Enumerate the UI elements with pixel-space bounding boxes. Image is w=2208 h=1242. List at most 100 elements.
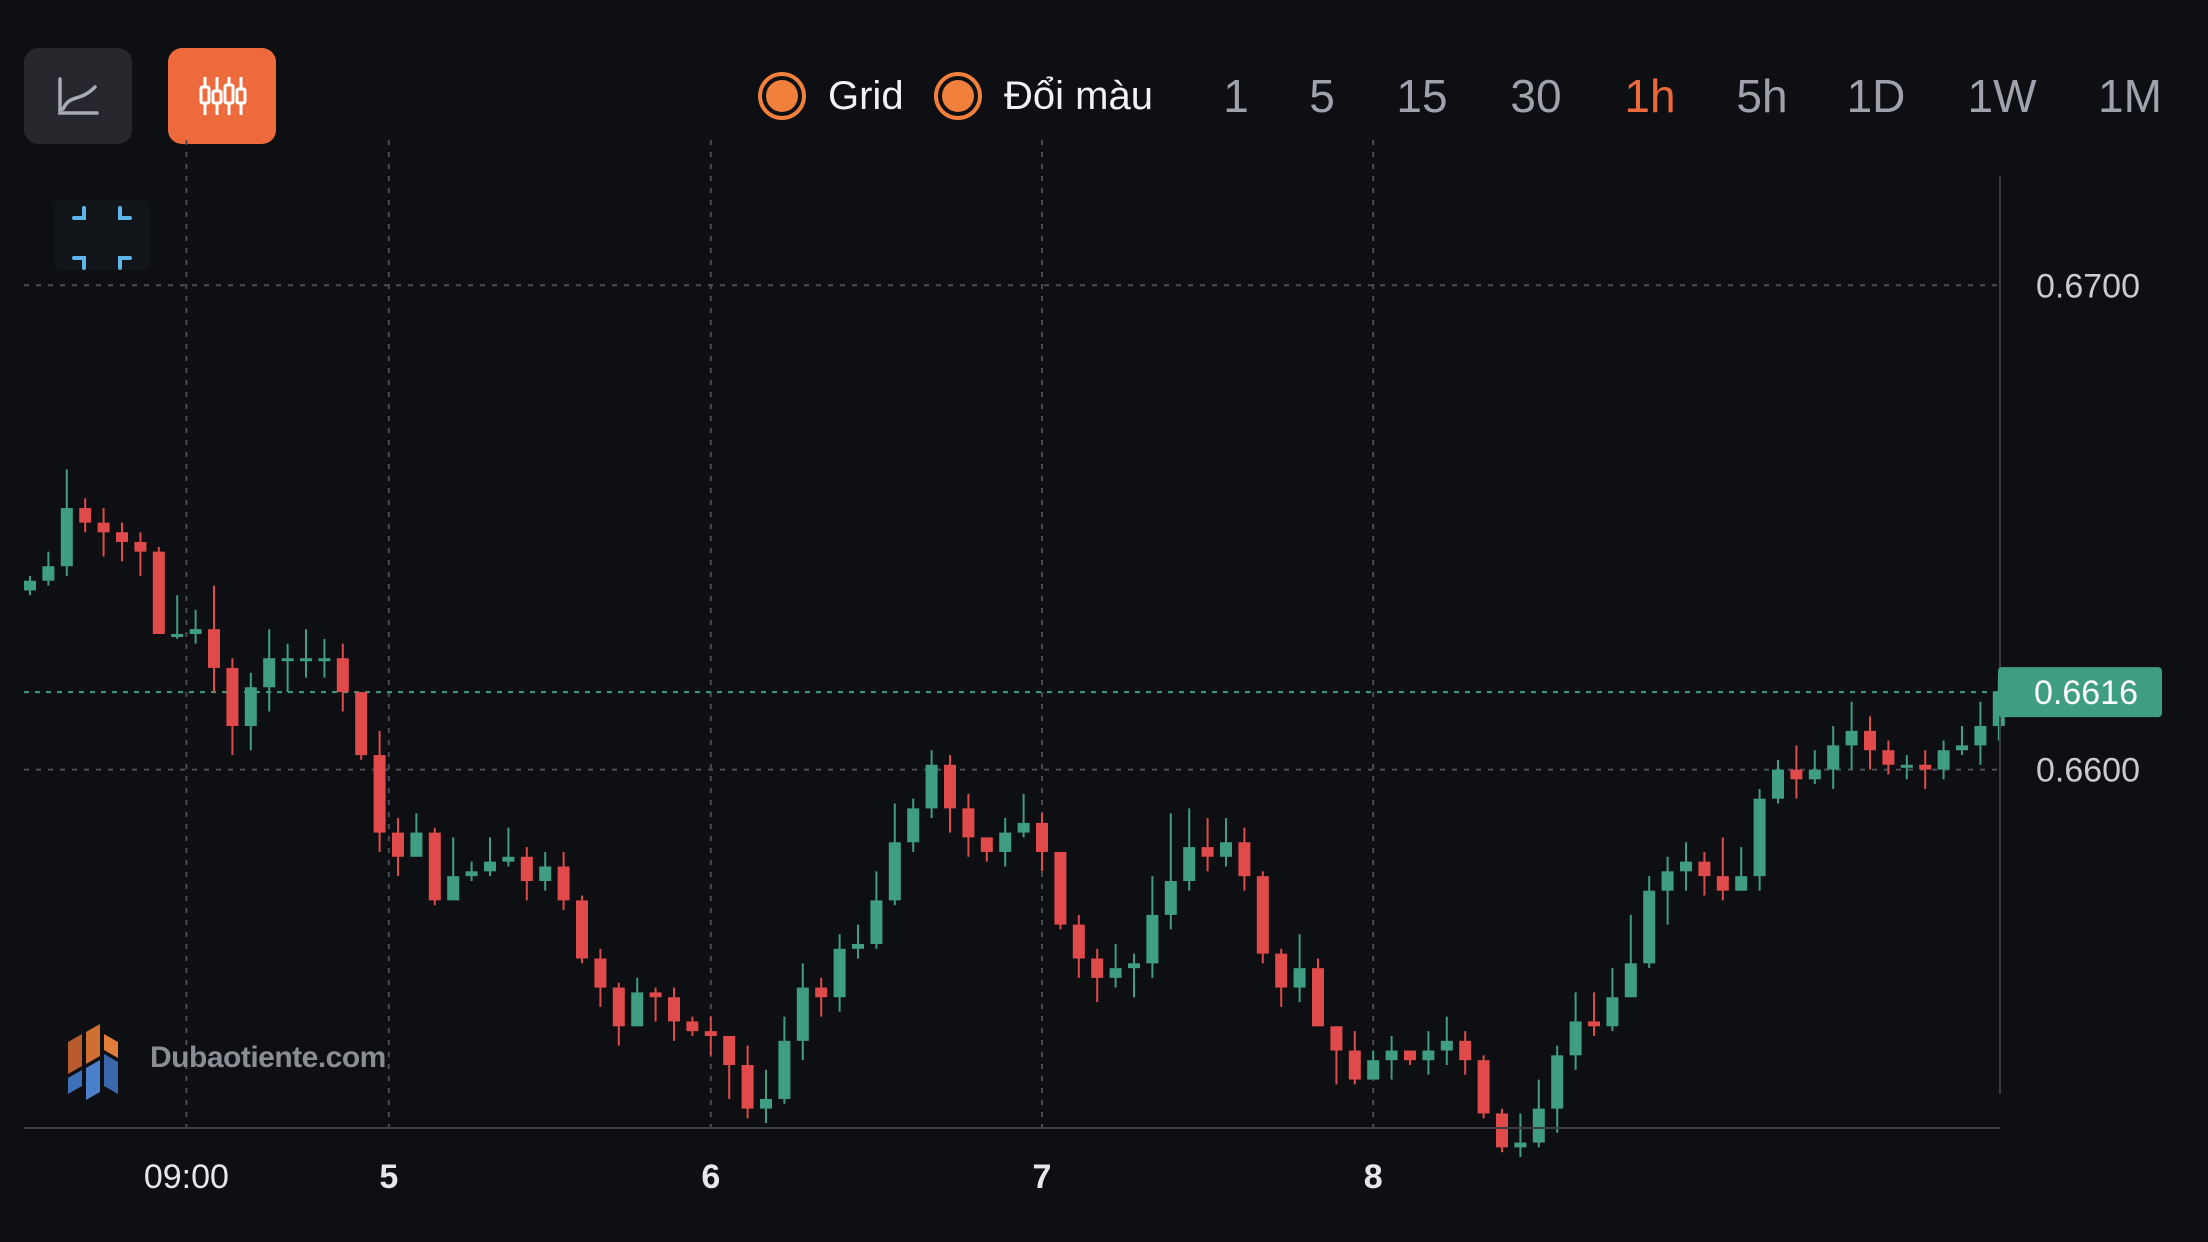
candle-body — [741, 1065, 754, 1109]
candle — [1183, 808, 1196, 891]
candle — [1275, 948, 1288, 1007]
candle — [373, 730, 386, 852]
candle — [1238, 827, 1251, 891]
dubaotiente-logo-icon — [68, 1024, 118, 1100]
candle-body — [1164, 881, 1177, 915]
candle-body — [1293, 968, 1306, 988]
candle — [1680, 842, 1692, 891]
timeframe-1h[interactable]: 1h — [1624, 70, 1676, 122]
candle — [502, 827, 515, 867]
x-tick-label: 09:00 — [144, 1158, 229, 1196]
candle-body — [1588, 1021, 1600, 1027]
timeframe-1[interactable]: 1 — [1223, 70, 1249, 122]
candle-body — [373, 755, 386, 833]
timeframe-5h[interactable]: 5h — [1736, 70, 1788, 122]
x-tick-label: 7 — [1033, 1158, 1052, 1196]
candle — [631, 977, 644, 1027]
candle-body — [1422, 1050, 1435, 1061]
candle-body — [226, 667, 239, 727]
candle — [1385, 1035, 1398, 1080]
timeframe-1m[interactable]: 1M — [2098, 70, 2162, 122]
candle-body — [1919, 764, 1932, 770]
candlestick-chart-button[interactable] — [168, 48, 276, 144]
candle-body — [760, 1098, 772, 1109]
candle-body — [1956, 745, 1968, 751]
candle — [557, 851, 570, 911]
candle-body — [300, 658, 312, 662]
candle — [1643, 876, 1656, 969]
candle — [42, 551, 55, 586]
candle — [612, 982, 625, 1046]
grid-toggle-label: Grid — [828, 73, 904, 118]
candle — [925, 750, 938, 819]
candle-body — [1146, 914, 1159, 964]
candle-body — [980, 837, 993, 852]
line-chart-button[interactable] — [24, 48, 132, 144]
current-price-label: 0.6616 — [2034, 674, 2138, 712]
candle — [336, 643, 349, 712]
candle — [1146, 876, 1159, 978]
candle-body — [1404, 1050, 1416, 1061]
candle — [97, 508, 110, 557]
candle-body — [42, 566, 55, 581]
axis-labels: 0.6700 0.6600 09:00 5 6 7 8 0.6616 — [144, 267, 2162, 1196]
candle-body — [1864, 730, 1876, 751]
candle — [300, 629, 312, 678]
chart-axes — [24, 176, 2001, 1129]
candle — [1440, 1016, 1453, 1066]
candle — [1772, 759, 1784, 804]
candle — [1882, 740, 1895, 775]
candle-body — [24, 580, 36, 591]
timeframe-5[interactable]: 5 — [1309, 70, 1335, 122]
candle — [962, 793, 975, 857]
collapse-button[interactable] — [54, 200, 150, 270]
candle-body — [116, 532, 128, 542]
color-toggle-label: Đổi màu — [1004, 73, 1153, 118]
candle-body — [944, 764, 956, 809]
candle-body — [686, 1021, 699, 1032]
y-tick-label: 0.6600 — [2036, 752, 2140, 790]
candle — [1624, 914, 1637, 998]
candle-body — [1753, 798, 1766, 877]
candle — [888, 803, 901, 906]
candle — [1937, 740, 1950, 780]
timeframe-15[interactable]: 15 — [1396, 70, 1448, 122]
candle-body — [1772, 769, 1784, 799]
candle — [60, 469, 73, 576]
candle — [410, 813, 423, 857]
candle-body — [594, 958, 607, 988]
chart-grid — [24, 140, 2000, 1128]
candle — [1109, 943, 1122, 988]
candle-body — [79, 508, 92, 523]
timeframe-30[interactable]: 30 — [1510, 70, 1562, 122]
candle — [1753, 788, 1766, 891]
current-price-tag — [1998, 667, 2162, 718]
timeframe-1d[interactable]: 1D — [1846, 70, 1906, 122]
candle-body — [1183, 847, 1196, 881]
candle — [1588, 992, 1600, 1036]
candle — [189, 609, 202, 644]
candle — [1827, 726, 1840, 789]
candle-body — [520, 856, 533, 881]
candle — [1864, 716, 1876, 770]
candle — [1532, 1079, 1545, 1148]
timeframe-1w[interactable]: 1W — [1967, 70, 2037, 122]
color-toggle[interactable]: Đổi màu — [934, 66, 1153, 126]
candle — [134, 532, 147, 576]
candle — [1256, 871, 1269, 964]
candle-body — [1348, 1050, 1361, 1080]
candle-body — [1275, 953, 1288, 988]
candle — [1974, 701, 1987, 765]
candle-body — [281, 658, 294, 662]
candle — [447, 837, 460, 901]
candle-body — [189, 629, 202, 634]
candle-body — [263, 658, 276, 688]
grid-toggle[interactable]: Grid — [758, 66, 904, 126]
candle-body — [1330, 1026, 1343, 1051]
candle — [281, 643, 294, 693]
candlestick-icon — [199, 77, 247, 115]
candle — [980, 837, 993, 862]
x-tick-label: 5 — [379, 1158, 398, 1196]
candle-body — [1017, 822, 1030, 833]
